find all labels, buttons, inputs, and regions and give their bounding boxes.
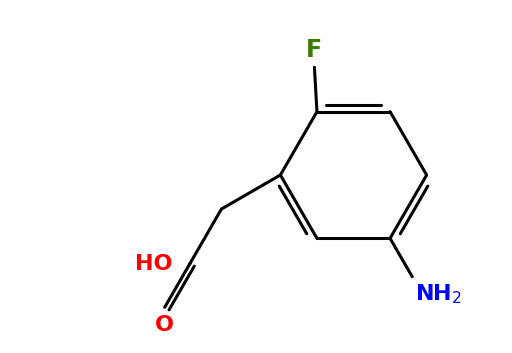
Text: O: O [155, 315, 174, 335]
Text: F: F [306, 38, 323, 62]
Text: NH$_2$: NH$_2$ [415, 283, 462, 306]
Text: HO: HO [135, 253, 172, 274]
